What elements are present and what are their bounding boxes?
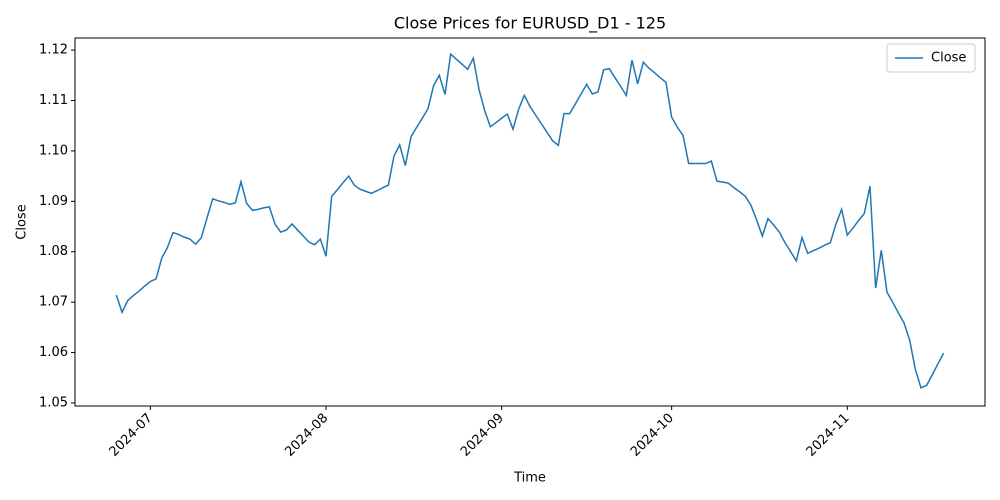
price-line <box>115 52 945 389</box>
x-tick-label: 2024-07 <box>107 411 156 460</box>
x-axis-label: Time <box>513 471 546 486</box>
y-tick-label: 1.05 <box>39 395 68 410</box>
y-axis-label: Close <box>15 204 30 239</box>
x-tick-label: 2024-11 <box>804 411 853 460</box>
y-tick-label: 1.09 <box>39 194 68 209</box>
y-tick-label: 1.11 <box>39 93 68 108</box>
x-tick-label: 2024-08 <box>282 411 331 460</box>
y-tick-label: 1.12 <box>39 43 68 58</box>
x-tick-label: 2024-09 <box>458 411 507 460</box>
y-tick-label: 1.06 <box>39 345 68 360</box>
y-tick-label: 1.08 <box>39 244 68 259</box>
legend-box <box>886 43 976 73</box>
legend-label: Close <box>931 51 966 66</box>
y-tick-label: 1.07 <box>39 295 68 310</box>
plot-frame <box>74 37 986 407</box>
y-tick-label: 1.10 <box>39 143 68 158</box>
x-tick-label: 2024-10 <box>628 411 677 460</box>
chart-title: Close Prices for EURUSD_D1 - 125 <box>394 14 666 34</box>
